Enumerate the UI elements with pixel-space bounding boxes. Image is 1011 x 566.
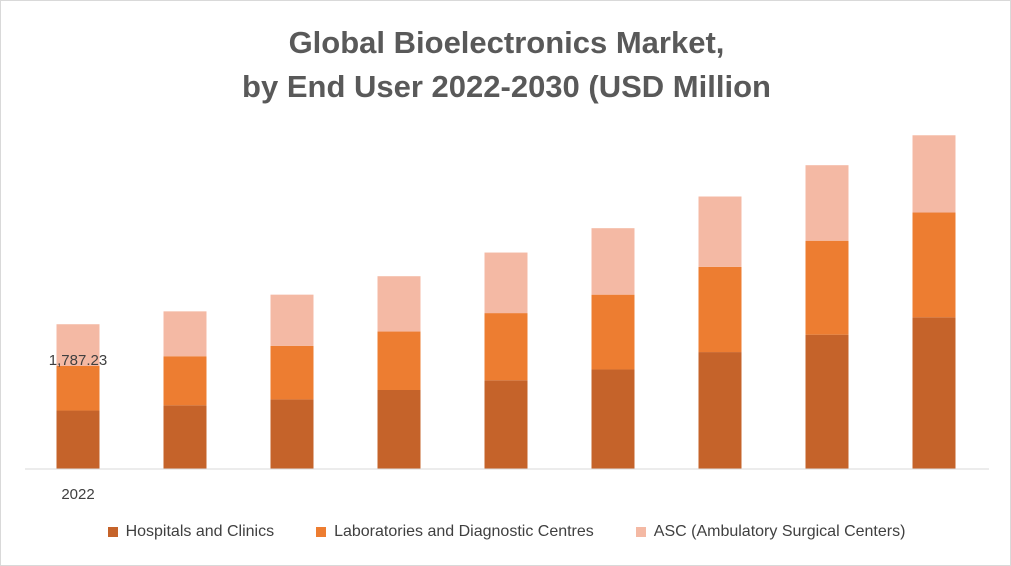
bar-segment-s2-c2 [270, 294, 314, 346]
bar-segment-s0-c6 [698, 352, 742, 469]
bar-segment-s1-c4 [484, 313, 528, 381]
chart-title-line-2: by End User 2022-2030 (USD Million [242, 69, 771, 104]
bar-segment-s2-c8 [912, 135, 956, 213]
bar-segment-s2-c3 [377, 276, 421, 332]
legend-item-asc: ASC (Ambulatory Surgical Centers) [635, 523, 906, 541]
bar-segment-s2-c6 [698, 196, 742, 267]
bar-segment-s0-c4 [484, 380, 528, 469]
bars-group [56, 135, 956, 469]
data-label-0: 1,787.23 [49, 352, 107, 369]
bar-segment-s0-c0 [56, 410, 100, 469]
bar-segment-s2-c1 [163, 311, 207, 357]
bar-segment-s0-c5 [591, 369, 635, 469]
bar-segment-s0-c2 [270, 399, 314, 469]
bar-segment-s2-c7 [805, 165, 849, 241]
bar-segment-s1-c0 [56, 365, 100, 411]
plot-area: 2022 1,787.23 [25, 135, 989, 503]
bar-segment-s1-c2 [270, 345, 314, 400]
bar-segment-s2-c5 [591, 228, 635, 295]
legend-swatch [635, 527, 646, 537]
bar-segment-s1-c7 [805, 240, 849, 335]
bar-segment-s1-c1 [163, 356, 207, 406]
bar-segment-s1-c5 [591, 294, 635, 370]
chart-title: Global Bioelectronics Market, by End Use… [1, 21, 1011, 109]
bar-segment-s0-c3 [377, 390, 421, 469]
legend: Hospitals and Clinics Laboratories and D… [1, 523, 1011, 541]
data-labels: 1,787.23 [49, 352, 107, 369]
bar-segment-s0-c8 [912, 317, 956, 469]
legend-item-hospitals: Hospitals and Clinics [107, 523, 275, 541]
x-tick-label-0: 2022 [61, 486, 94, 503]
legend-swatch [107, 527, 118, 537]
bar-segment-s2-c4 [484, 252, 528, 314]
legend-label: ASC (Ambulatory Surgical Centers) [653, 523, 906, 540]
legend-label: Hospitals and Clinics [125, 523, 275, 540]
bar-segment-s0-c7 [805, 334, 849, 469]
legend-item-laboratories: Laboratories and Diagnostic Centres [316, 523, 594, 541]
x-tick-labels: 2022 [61, 486, 94, 503]
bar-segment-s1-c8 [912, 212, 956, 318]
chart-title-line-1: Global Bioelectronics Market, [288, 25, 725, 60]
legend-label: Laboratories and Diagnostic Centres [334, 523, 594, 540]
bar-segment-s1-c3 [377, 331, 421, 391]
legend-swatch [316, 527, 327, 537]
bar-segment-s1-c6 [698, 266, 742, 353]
bar-segment-s2-c0 [56, 324, 100, 366]
bar-segment-s0-c1 [163, 405, 207, 469]
